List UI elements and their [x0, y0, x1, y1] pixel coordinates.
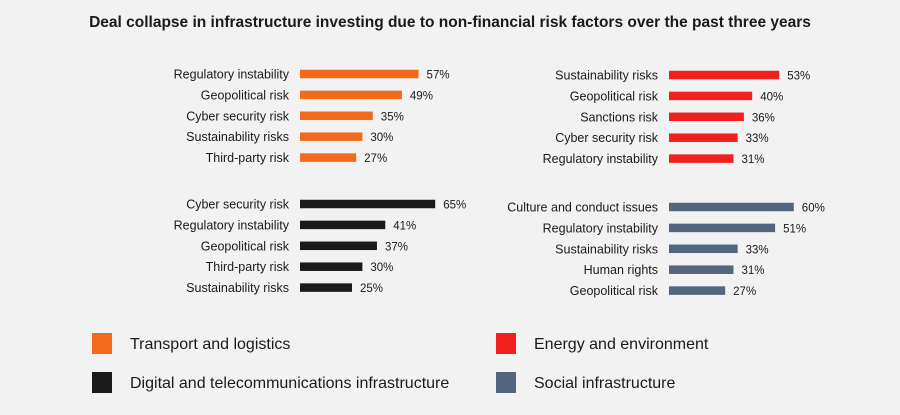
value-label: 31%: [741, 154, 764, 166]
bar: [300, 283, 352, 292]
legend-swatch: [92, 372, 112, 393]
category-label: Sustainability risks: [555, 242, 658, 256]
category-label: Regulatory instability: [543, 152, 659, 166]
category-label: Sustainability risks: [555, 69, 658, 83]
legend-item: Energy and environment: [496, 333, 709, 354]
bar: [669, 112, 744, 122]
legend-swatch: [496, 372, 516, 393]
value-label: 41%: [393, 220, 416, 232]
category-label: Regulatory instability: [174, 218, 290, 232]
value-label: 65%: [443, 200, 466, 212]
category-label: Third-party risk: [206, 151, 290, 165]
legend-label: Energy and environment: [534, 336, 709, 353]
bar: [669, 133, 738, 142]
value-label: 37%: [385, 241, 408, 253]
bar: [300, 69, 419, 79]
bar: [669, 223, 776, 233]
category-label: Regulatory instability: [174, 68, 290, 82]
category-label: Sanctions risk: [580, 110, 659, 124]
value-label: 30%: [370, 132, 393, 144]
bar: [300, 262, 363, 271]
value-label: 27%: [733, 286, 756, 298]
chart-title: Deal collapse in infrastructure investin…: [89, 14, 811, 31]
bar: [300, 111, 373, 121]
bar: [669, 244, 738, 254]
legend-swatch: [92, 333, 112, 354]
category-label: Cyber security risk: [186, 198, 290, 212]
value-label: 53%: [787, 71, 810, 83]
value-label: 27%: [364, 153, 387, 165]
bar-panel: Cyber security risk 65% Regulatory instabi…: [174, 198, 467, 296]
category-label: Geopolitical risk: [201, 88, 290, 102]
value-label: 49%: [410, 90, 433, 102]
value-label: 36%: [752, 112, 775, 124]
category-label: Cyber security risk: [555, 131, 659, 145]
bar: [669, 286, 726, 295]
category-label: Third-party risk: [206, 260, 290, 274]
bar: [300, 199, 436, 209]
legend: Transport and logistics Energy and enviro…: [92, 333, 709, 393]
bar-panel: Culture and conduct issues 60% Regulatory …: [507, 201, 825, 299]
category-label: Geopolitical risk: [570, 284, 659, 298]
category-label: Regulatory instability: [543, 221, 659, 235]
legend-swatch: [496, 333, 516, 354]
bar: [669, 70, 780, 80]
category-label: Sustainability risks: [186, 130, 289, 144]
bar: [669, 154, 734, 163]
bar: [300, 132, 363, 141]
legend-item: Transport and logistics: [92, 333, 290, 354]
bar: [669, 91, 753, 101]
bar: [300, 90, 402, 100]
bar: [300, 220, 386, 230]
bar-panel: Sustainability risks 53% Geopolitical risk…: [543, 69, 811, 167]
bar: [669, 265, 734, 274]
category-label: Cyber security risk: [186, 109, 290, 123]
value-label: 35%: [381, 111, 404, 123]
legend-item: Digital and telecommunications infrastru…: [92, 372, 449, 393]
value-label: 51%: [783, 223, 806, 235]
value-label: 60%: [802, 203, 825, 215]
value-label: 31%: [741, 265, 764, 277]
bar-panel: Regulatory instability 57% Geopolitical ri…: [174, 68, 450, 166]
category-label: Geopolitical risk: [570, 89, 659, 103]
category-label: Human rights: [584, 263, 658, 277]
value-label: 40%: [760, 91, 783, 103]
bar: [300, 241, 377, 251]
value-label: 57%: [427, 70, 450, 82]
legend-label: Transport and logistics: [130, 336, 290, 353]
chart-panels: Regulatory instability 57% Geopolitical ri…: [174, 68, 825, 299]
legend-label: Social infrastructure: [534, 375, 675, 392]
category-label: Culture and conduct issues: [507, 201, 658, 215]
bar: [300, 153, 357, 162]
value-label: 33%: [746, 133, 769, 145]
value-label: 30%: [370, 262, 393, 274]
category-label: Geopolitical risk: [201, 239, 290, 253]
value-label: 33%: [746, 244, 769, 256]
value-label: 25%: [360, 283, 383, 295]
legend-label: Digital and telecommunications infrastru…: [130, 375, 449, 392]
legend-item: Social infrastructure: [496, 372, 675, 393]
bar: [669, 202, 794, 212]
category-label: Sustainability risks: [186, 281, 289, 295]
